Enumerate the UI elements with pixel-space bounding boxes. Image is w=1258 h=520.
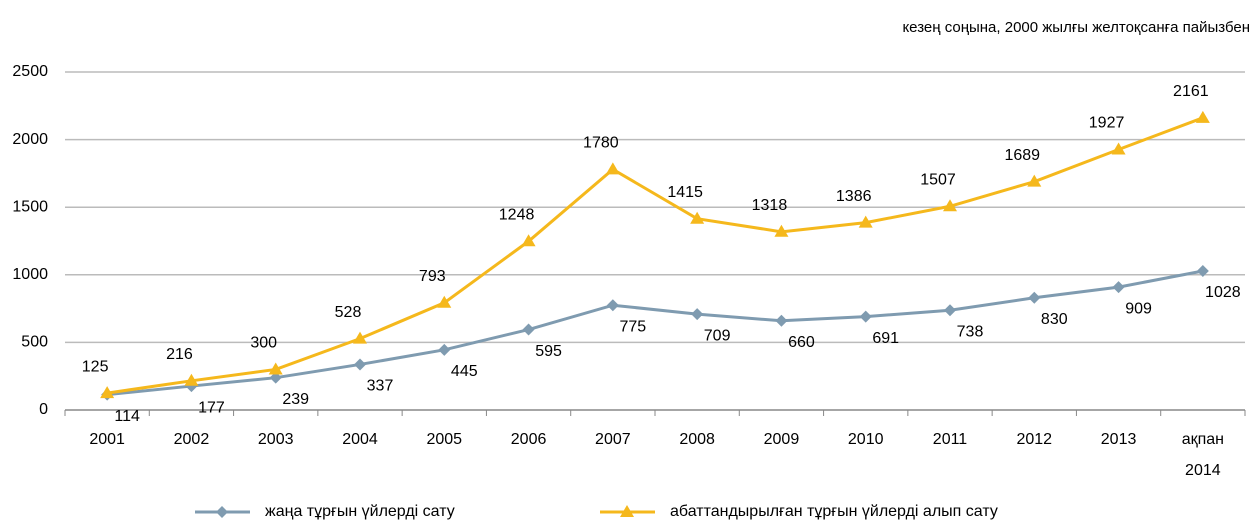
data-label: 1386: [836, 188, 872, 205]
x-tick-label: 2004: [342, 431, 378, 448]
x-tick-label: 2002: [173, 431, 210, 448]
data-label: 738: [957, 323, 984, 340]
marker: [859, 310, 872, 323]
x-tick-label: 2012: [1016, 431, 1053, 448]
data-label: 775: [620, 318, 647, 335]
marker: [774, 224, 789, 237]
x-tick-label: 2007: [595, 431, 631, 448]
x-tick-label: 2010: [847, 431, 884, 448]
series-line: [106, 269, 1204, 397]
marker: [943, 199, 957, 212]
marker: [775, 314, 788, 327]
marker: [691, 308, 704, 321]
x-tick-label: 2013: [1100, 431, 1137, 448]
y-tick-label: 2500: [12, 63, 48, 80]
data-label: 125: [82, 358, 109, 375]
marker: [944, 304, 956, 317]
marker: [521, 234, 536, 247]
marker: [858, 215, 873, 228]
data-label: 793: [419, 268, 446, 285]
data-label: 1507: [920, 171, 956, 188]
legend-label: жаңа тұрғын үйлерді сату: [265, 503, 455, 520]
marker: [268, 362, 283, 375]
data-label: 1318: [752, 197, 788, 214]
marker: [1027, 174, 1042, 187]
y-tick-label: 2000: [12, 131, 48, 148]
x-tick-label: 2006: [510, 431, 547, 448]
marker: [1111, 142, 1126, 155]
marker: [353, 331, 367, 344]
data-label: 691: [872, 330, 899, 347]
marker: [184, 373, 199, 386]
x-tick-label: 2001: [89, 431, 125, 448]
x-tick-label: 2003: [257, 431, 294, 448]
marker: [605, 162, 620, 175]
marker: [1112, 281, 1125, 294]
data-label: 595: [535, 343, 562, 360]
marker: [690, 211, 705, 224]
data-label: 1780: [583, 135, 619, 152]
marker: [522, 323, 535, 336]
marker: [216, 506, 228, 518]
marker: [438, 343, 451, 356]
marker: [1028, 291, 1041, 304]
data-label: 709: [704, 327, 731, 344]
data-label: 216: [166, 346, 193, 363]
data-label: 660: [788, 334, 815, 351]
marker: [1195, 110, 1210, 123]
marker: [354, 358, 366, 371]
data-label: 1689: [1004, 147, 1040, 164]
data-label: 114: [114, 408, 140, 425]
data-label: 1927: [1089, 115, 1125, 132]
subtitle: кезең соңына, 2000 жылғы желтоқсанға пай…: [902, 19, 1250, 36]
data-label: 177: [198, 399, 225, 416]
data-label: 337: [367, 378, 394, 395]
data-label: 239: [282, 391, 309, 408]
data-label: 2161: [1173, 83, 1209, 100]
data-label: 1415: [667, 184, 703, 201]
marker: [269, 371, 282, 384]
y-tick-label: 1000: [12, 266, 48, 283]
x-tick-label: 2005: [426, 431, 463, 448]
x-tick-label: 2008: [679, 431, 715, 448]
data-label: 909: [1125, 300, 1152, 317]
series-line: [106, 116, 1204, 395]
x-tick-label: 2009: [763, 431, 800, 448]
y-tick-label: 1500: [12, 198, 48, 215]
x-tick-label: 2011: [932, 431, 968, 448]
marker: [606, 299, 619, 312]
data-label: 1028: [1205, 284, 1241, 301]
marker: [100, 386, 115, 399]
marker: [1196, 265, 1209, 278]
legend-label: абаттандырылған тұрғын үйлерді алып сату: [670, 503, 998, 520]
data-label: 300: [250, 335, 277, 352]
marker: [437, 295, 452, 308]
y-tick-label: 500: [21, 334, 48, 351]
data-label: 528: [335, 304, 362, 321]
y-tick-label: 0: [39, 401, 48, 418]
marker: [620, 505, 634, 517]
data-label: 445: [451, 363, 478, 380]
data-label: 1248: [499, 206, 535, 223]
data-label: 830: [1041, 311, 1068, 328]
x-tick-label: ақпан 2014: [1181, 431, 1224, 479]
